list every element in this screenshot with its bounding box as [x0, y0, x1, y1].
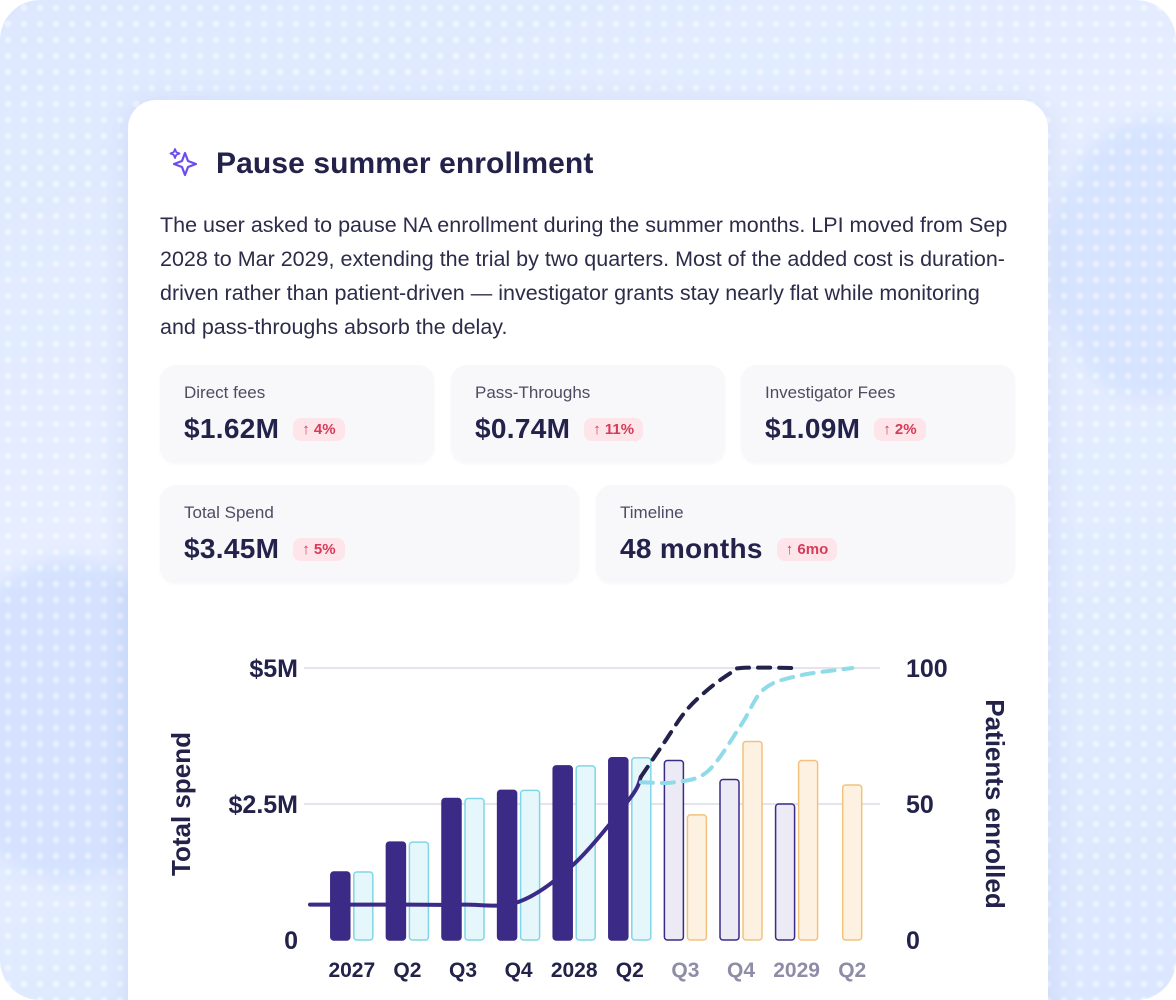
metric-label: Pass-Throughs	[475, 383, 591, 402]
bar	[464, 797, 485, 941]
metric-total-spend: Total Spend $3.45M ↑ 5%	[160, 485, 579, 583]
metric-value: 48 months	[620, 533, 763, 564]
change-badge: ↑ 11%	[584, 417, 644, 441]
bar	[552, 765, 573, 941]
metric-label: Direct fees	[184, 383, 266, 402]
bar	[631, 757, 652, 941]
right-tick-label: 50	[906, 791, 934, 819]
metric-row: $1.62M ↑ 4%	[184, 413, 345, 445]
x-tick-label: Q3	[671, 959, 699, 982]
bar	[385, 841, 407, 941]
metric-direct-fees: Direct fees $1.62M ↑ 4%	[160, 365, 434, 463]
change-badge: ↑ 5%	[293, 537, 345, 561]
metric-value: $0.74M	[475, 413, 571, 444]
x-tick-label: Q2	[616, 959, 644, 982]
metric-label: Total Spend	[184, 503, 274, 522]
scenario-card: Pause summer enrollment The user asked t…	[128, 100, 1048, 1000]
card-header: Pause summer enrollment	[166, 146, 593, 182]
metric-row: 48 months ↑ 6mo	[620, 533, 838, 565]
right-axis-title: Patients enrolled	[980, 699, 1010, 909]
left-tick-label: 0	[284, 927, 298, 955]
left-tick-label: $5M	[249, 655, 298, 683]
left-tick-label: $2.5M	[229, 791, 298, 819]
metric-label: Timeline	[620, 503, 684, 522]
metric-pass-throughs: Pass-Throughs $0.74M ↑ 11%	[451, 365, 725, 463]
metric-value: $1.62M	[184, 413, 280, 444]
bar	[719, 778, 740, 941]
left-axis-title: Total spend	[166, 732, 196, 876]
enrollment-line	[308, 774, 643, 908]
card-description: The user asked to pause NA enrollment du…	[160, 213, 1008, 339]
spend-enrollment-chart: 0 $2.5M $5M 0 50 100 Total spend Patients enrol…	[166, 655, 1010, 982]
bar	[774, 803, 796, 941]
x-tick-label: 2028	[551, 959, 598, 982]
change-badge: ↑ 4%	[293, 417, 345, 441]
bar	[496, 789, 518, 941]
bar	[663, 759, 685, 941]
bar	[841, 784, 863, 941]
bar	[408, 841, 430, 941]
enrollment-line	[638, 665, 799, 779]
metric-row: $0.74M ↑ 11%	[475, 413, 644, 445]
bar	[797, 759, 819, 941]
bar	[519, 789, 541, 941]
x-tick-label: Q4	[727, 959, 755, 982]
bar	[686, 814, 708, 941]
right-tick-label: 0	[906, 927, 920, 955]
bar	[742, 740, 763, 941]
x-tick-label: Q4	[505, 959, 533, 982]
metric-value: $1.09M	[765, 413, 861, 444]
card-title: Pause summer enrollment	[216, 147, 594, 180]
x-tick-label: Q3	[449, 959, 477, 982]
change-badge: ↑ 2%	[874, 417, 926, 441]
metric-investigator-fees: Investigator Fees $1.09M ↑ 2%	[741, 365, 1015, 463]
metric-timeline: Timeline 48 months ↑ 6mo	[596, 485, 1015, 583]
x-tick-label: Q2	[838, 959, 866, 982]
metric-value: $3.45M	[184, 533, 280, 564]
bar	[608, 757, 629, 941]
x-tick-label: 2027	[328, 959, 375, 982]
metric-row: $3.45M ↑ 5%	[184, 533, 345, 565]
right-tick-label: 100	[906, 655, 948, 683]
x-tick-label: Q2	[393, 959, 421, 982]
metric-label: Investigator Fees	[765, 383, 896, 402]
bar	[441, 797, 462, 941]
change-badge: ↑ 6mo	[776, 537, 838, 561]
metric-row: $1.09M ↑ 2%	[765, 413, 926, 445]
x-tick-label: 2029	[773, 959, 820, 982]
sparkle-icon	[169, 148, 198, 177]
enrollment-line	[638, 666, 855, 786]
